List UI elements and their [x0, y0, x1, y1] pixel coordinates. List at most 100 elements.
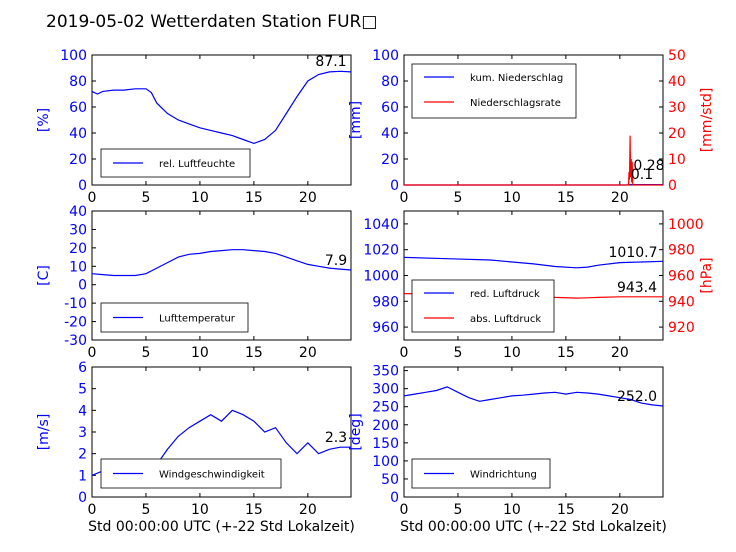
x-tick-label: 10: [191, 502, 209, 518]
y-tick-label: 2: [78, 447, 87, 463]
y-tick-label: 6: [78, 360, 87, 376]
y-tick-label: 0: [78, 278, 87, 294]
y-tick-label: 0: [390, 178, 399, 194]
y2-axis-label: [mm/std]: [699, 88, 715, 153]
y-tick-label: 60: [69, 100, 87, 116]
x-tick-label: 20: [611, 502, 629, 518]
y-tick-label: 80: [69, 74, 87, 90]
x-tick-label: 20: [299, 502, 317, 518]
series-line-rel-luftfeuchte: [91, 70, 352, 145]
y2-tick-label: 960: [668, 269, 695, 285]
legend-label: Windrichtung: [470, 470, 537, 481]
y2-tick-label: 10: [668, 152, 686, 168]
y2-tick-label: 40: [668, 74, 686, 90]
x-tick-label: 0: [400, 502, 409, 518]
x-tick-label: 0: [88, 345, 97, 361]
y-tick-label: 1: [78, 468, 87, 484]
x-tick-label: 5: [141, 190, 150, 206]
x-tick-label: 15: [557, 345, 575, 361]
y-tick-label: -20: [64, 315, 87, 331]
chart-title: 2019-05-02 Wetterdaten Station FUR□: [46, 12, 377, 32]
y-tick-label: 50: [381, 472, 399, 488]
y-axis-label: [C]: [36, 265, 52, 286]
x-tick-label: 20: [611, 190, 629, 206]
series-line-windrichtung: [403, 386, 664, 407]
x-tick-label: 20: [611, 345, 629, 361]
y-tick-label: 80: [381, 74, 399, 90]
series-line-red-luftdruck: [403, 256, 664, 269]
x-tick-label: 0: [88, 502, 97, 518]
value-label: 252.0: [617, 389, 657, 405]
y-tick-label: 3: [78, 425, 87, 441]
y-tick-label: 100: [372, 48, 399, 64]
y2-tick-label: 980: [668, 243, 695, 259]
legend-label: Windgeschwindigkeit: [159, 470, 265, 481]
y-tick-label: 30: [69, 222, 87, 238]
x-tick-label: 0: [400, 345, 409, 361]
y-axis-label: [m/s]: [36, 414, 52, 451]
y-tick-label: 300: [372, 382, 399, 398]
y2-tick-label: 1000: [668, 217, 704, 233]
value-label: 87.1: [315, 54, 346, 70]
value-label: 0.1: [631, 167, 653, 183]
y-tick-label: 40: [69, 126, 87, 142]
panel-wind: 0 5 10 15 20 0 1 2 3 4 5 6 [m/s] Std 00:00:00 UTC (+-…: [36, 360, 355, 535]
value-label: 7.9: [325, 253, 347, 269]
legend-label: Lufttemperatur: [159, 314, 236, 325]
x-tick-label: 15: [557, 502, 575, 518]
x-tick-label: 0: [400, 190, 409, 206]
y-tick-label: 250: [372, 400, 399, 416]
x-tick-label: 5: [453, 190, 462, 206]
y-tick-label: 10: [69, 259, 87, 275]
x-tick-label: 15: [245, 345, 263, 361]
panel-humidity: 0 5 10 15 20 0 20 40 60 80 100 [%] rel. Luftfeuchte 8…: [36, 48, 352, 206]
x-tick-label: 10: [191, 345, 209, 361]
legend-label: red. Luftdruck: [470, 289, 540, 300]
y-tick-label: 60: [381, 100, 399, 116]
x-tick-label: 20: [299, 190, 317, 206]
value-label: 2.3: [325, 430, 347, 446]
x-tick-label: 10: [191, 190, 209, 206]
y-axis-label: [deg]: [348, 413, 364, 450]
x-tick-label: 10: [503, 502, 521, 518]
y-tick-label: 1000: [363, 269, 399, 285]
y-tick-label: 150: [372, 436, 399, 452]
legend-label: rel. Luftfeuchte: [159, 159, 235, 170]
series-line-niederschlagsrate: [404, 135, 663, 186]
legend-label: abs. Luftdruck: [470, 314, 541, 325]
y-tick-label: 1020: [363, 243, 399, 259]
legend-box: [411, 279, 555, 333]
value-label: 0.28: [633, 158, 664, 174]
x-tick-label: 0: [88, 190, 97, 206]
plot-frame: [91, 54, 352, 186]
y-tick-label: 20: [381, 152, 399, 168]
y2-tick-label: 20: [668, 126, 686, 142]
x-tick-label: 5: [453, 345, 462, 361]
y-tick-label: 0: [78, 178, 87, 194]
y-tick-label: 40: [381, 126, 399, 142]
y-tick-label: 960: [372, 320, 399, 336]
y2-tick-label: 50: [668, 48, 686, 64]
y-tick-label: 100: [372, 454, 399, 470]
x-tick-label: 5: [141, 345, 150, 361]
panel-temperature: 0 5 10 15 20 -30 -20 -10 0 10 20 30 40 [C] Lufttempera…: [36, 204, 352, 361]
x-axis-label: Std 00:00:00 UTC (+-22 Std Lokalzeit): [400, 519, 667, 535]
y-tick-label: 350: [372, 364, 399, 380]
panel-rain: 0 5 10 15 20 0 20 40 60 80 100 0 10 20 30 40 50 [mm] [mm/s…: [348, 48, 715, 206]
y2-tick-label: 30: [668, 100, 686, 116]
y-tick-label: 5: [78, 382, 87, 398]
y-tick-label: 1040: [363, 217, 399, 233]
y-tick-label: 20: [69, 152, 87, 168]
y-tick-label: 0: [78, 490, 87, 506]
x-axis-label: Std 00:00:00 UTC (+-22 Std Lokalzeit): [88, 519, 355, 535]
y-axis-label: [mm]: [348, 101, 364, 139]
x-tick-label: 5: [141, 502, 150, 518]
y2-tick-label: 0: [668, 178, 677, 194]
y2-axis-label: [hPa]: [699, 257, 715, 293]
plot-frame: [91, 210, 352, 341]
plot-frame: [403, 366, 664, 498]
y-tick-label: -10: [64, 296, 87, 312]
y-tick-label: 0: [390, 490, 399, 506]
